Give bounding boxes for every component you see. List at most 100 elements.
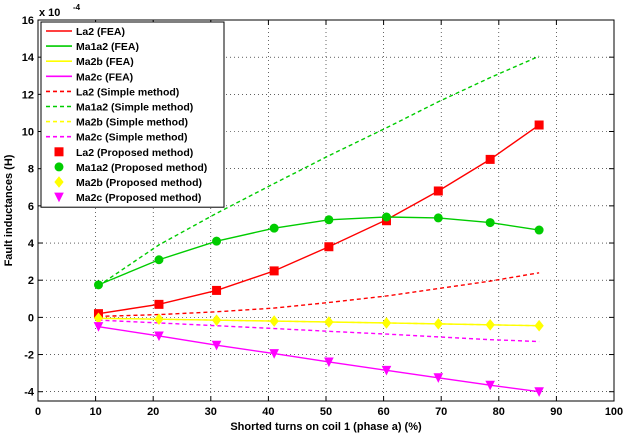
y-tick-label: 4 [28,238,35,250]
data-point [269,349,279,359]
series-ma2c-proposed-method [93,322,544,397]
legend-label: Ma2c (Proposed method) [76,192,201,204]
legend-label: Ma2b (Simple method) [76,117,188,129]
legend-label: Ma2c (Simple method) [76,132,187,144]
legend-entry: La2 (Simple method) [46,86,179,98]
data-point [534,319,544,332]
legend-label: La2 (Simple method) [76,86,179,98]
y-tick-label: 8 [28,164,34,176]
data-point [433,318,443,330]
data-point [534,120,544,130]
legend-entry: Ma2c (Simple method) [46,132,187,144]
x-tick-label: 40 [262,406,274,418]
exponent-base: x 10 [39,7,60,19]
data-point [485,218,495,228]
legend-marker [54,162,64,172]
y-tick-label: 6 [28,201,34,213]
y-tick-label: 16 [22,15,34,27]
legend-label: La2 (FEA) [76,26,125,38]
y-tick-label: 12 [22,89,34,101]
series-ma2c-simple-method [98,319,540,343]
legend-entry: Ma2c (Proposed method) [54,192,201,204]
x-tick-label: 70 [435,406,447,418]
series-ma1a2-simple-method [98,55,540,287]
legend-marker [54,192,64,203]
data-point [381,365,392,376]
x-tick-label: 100 [605,406,623,418]
legend-label: Ma1a2 (Proposed method) [76,162,207,174]
legend-entry: Ma1a2 (Simple method) [46,102,193,114]
data-point [269,223,279,233]
legend-entry: Ma2c (FEA) [46,71,133,83]
x-tick-label: 0 [35,406,41,418]
data-point [93,280,103,290]
legend-entry: La2 (FEA) [46,26,125,38]
exponent-power: -4 [73,3,81,12]
y-tick-label: 2 [28,275,34,287]
legend: La2 (FEA) Ma1a2 (FEA) Ma2b (FEA) Ma2c (FEA)… [40,21,225,208]
series-line [98,272,540,318]
series-line [98,319,540,343]
data-point [485,380,495,391]
data-point [269,315,279,327]
x-tick-label: 80 [493,406,505,418]
x-axis-label: Shorted turns on coil 1 (phase a) (%) [230,421,422,433]
series-line [98,55,540,287]
data-point [433,186,443,196]
y-tick-label: 10 [22,127,34,139]
x-tick-label: 10 [89,406,101,418]
data-point [211,314,222,326]
data-point [93,322,104,332]
legend-label: Ma2b (FEA) [76,56,134,68]
series-ma1a2-proposed-method [93,212,544,290]
x-tick-label: 90 [550,406,562,418]
data-point [269,266,279,276]
series-la2-simple-method [98,272,540,318]
legend-marker [54,176,64,188]
series-layer [93,55,544,397]
x-tick-label: 30 [205,406,217,418]
y-axis-label: Fault inductances (H) [3,154,15,266]
legend-label: La2 (Proposed method) [76,147,193,159]
legend-marker [54,147,64,157]
data-point [324,357,334,368]
data-point [381,212,391,222]
data-point [534,225,544,235]
data-point [485,154,495,164]
x-tick-label: 60 [377,406,389,418]
x-tick-label: 20 [147,406,159,418]
y-tick-label: -4 [24,387,35,399]
data-point [154,299,164,309]
data-point [324,242,334,252]
legend-box [40,21,225,208]
series-line [98,317,540,327]
legend-label: Ma2c (FEA) [76,71,133,83]
data-point [212,285,222,295]
data-point [154,331,164,342]
data-point [154,255,164,265]
data-point [324,316,334,328]
legend-label: Ma1a2 (FEA) [76,41,139,53]
legend-label: Ma1a2 (Simple method) [76,102,193,114]
data-point [324,215,334,225]
legend-entry: La2 (Proposed method) [54,147,193,159]
legend-entry: Ma1a2 (Proposed method) [54,162,207,174]
y-tick-label: -2 [24,350,34,362]
data-point [212,236,222,246]
data-point [433,373,444,383]
data-point [154,313,164,326]
legend-label: Ma2b (Proposed method) [76,177,202,189]
legend-entry: Ma2b (FEA) [46,56,134,68]
series-ma2b-simple-method [98,317,540,327]
legend-entry: Ma1a2 (FEA) [46,41,139,53]
legend-entry: Ma2b (Simple method) [46,117,188,129]
data-point [534,387,544,397]
data-point [381,317,392,329]
series-ma2b-proposed-method [93,312,544,332]
x-tick-label: 50 [320,406,332,418]
data-point [211,340,222,351]
y-tick-label: 0 [28,312,34,324]
legend-entry: Ma2b (Proposed method) [54,176,202,189]
y-tick-label: 14 [22,52,35,64]
